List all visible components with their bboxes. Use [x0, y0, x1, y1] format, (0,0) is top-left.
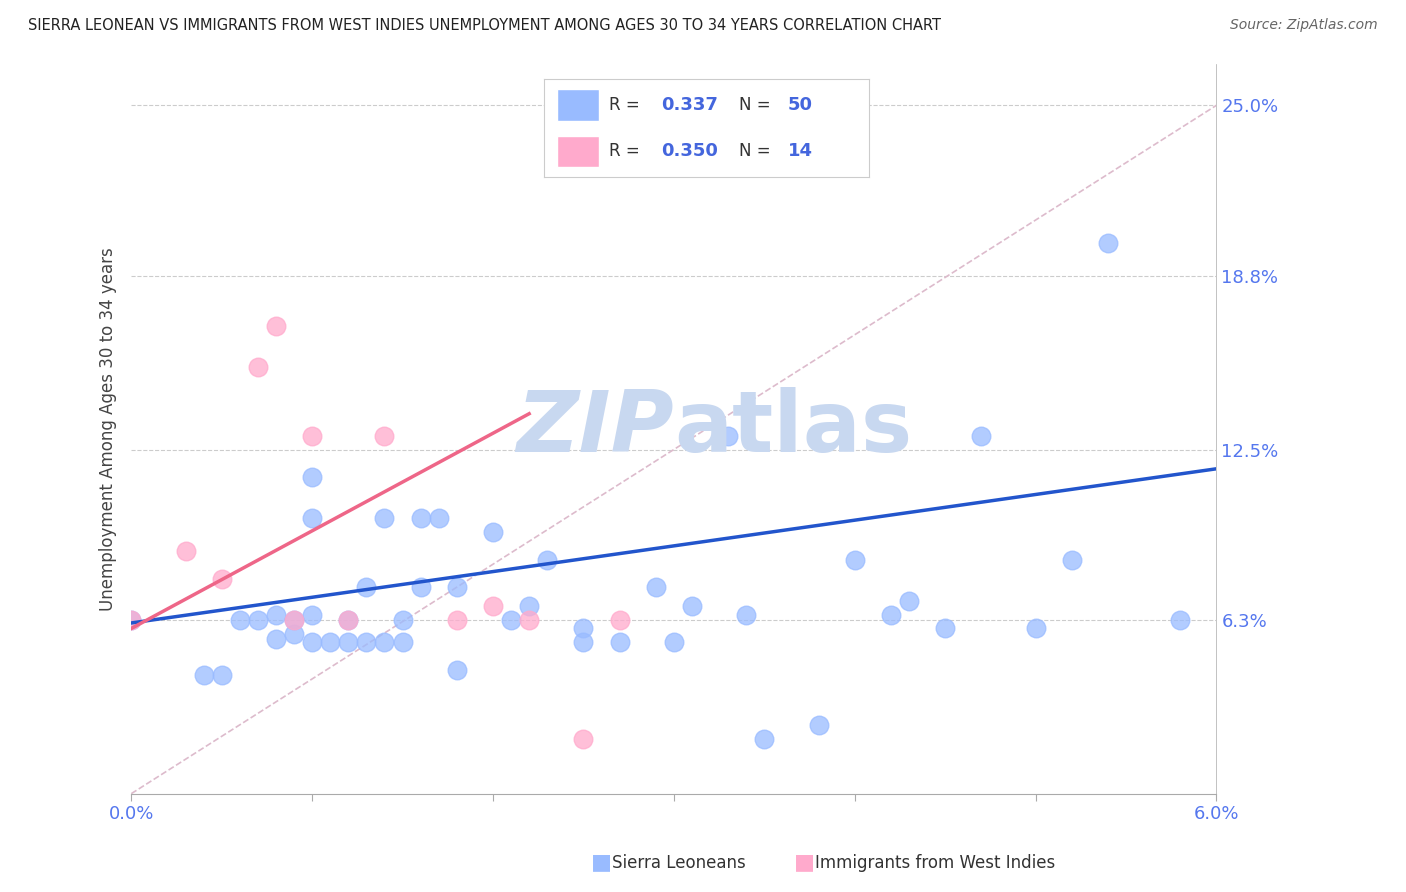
Point	[356, 580, 378, 594]
Point	[517, 613, 540, 627]
Point	[301, 429, 323, 443]
Point	[572, 731, 595, 746]
Text: ■: ■	[794, 853, 815, 872]
Text: atlas: atlas	[673, 387, 912, 470]
Point	[337, 613, 360, 627]
Point	[572, 635, 595, 649]
Point	[609, 613, 631, 627]
Point	[717, 429, 740, 443]
Text: ■: ■	[591, 853, 612, 872]
Point	[337, 613, 360, 627]
Point	[373, 429, 395, 443]
Point	[970, 429, 993, 443]
Point	[120, 613, 142, 627]
Point	[373, 511, 395, 525]
Point	[446, 580, 468, 594]
Point	[356, 635, 378, 649]
Point	[662, 635, 685, 649]
Point	[880, 607, 903, 622]
Point	[174, 544, 197, 558]
Point	[536, 552, 558, 566]
Point	[446, 663, 468, 677]
Point	[754, 731, 776, 746]
Point	[283, 613, 305, 627]
Point	[1097, 235, 1119, 250]
Point	[844, 552, 866, 566]
Point	[337, 635, 360, 649]
Point	[211, 668, 233, 682]
Point	[283, 627, 305, 641]
Point	[934, 622, 956, 636]
Point	[391, 613, 413, 627]
Point	[644, 580, 666, 594]
Text: Sierra Leoneans: Sierra Leoneans	[612, 855, 745, 872]
Point	[193, 668, 215, 682]
Point	[499, 613, 522, 627]
Point	[264, 607, 287, 622]
Point	[301, 635, 323, 649]
Point	[609, 635, 631, 649]
Point	[1025, 622, 1047, 636]
Y-axis label: Unemployment Among Ages 30 to 34 years: Unemployment Among Ages 30 to 34 years	[100, 247, 117, 611]
Point	[681, 599, 703, 614]
Point	[301, 511, 323, 525]
Point	[446, 613, 468, 627]
Point	[246, 613, 269, 627]
Point	[807, 718, 830, 732]
Text: Source: ZipAtlas.com: Source: ZipAtlas.com	[1230, 18, 1378, 32]
Point	[427, 511, 450, 525]
Point	[283, 613, 305, 627]
Point	[482, 599, 505, 614]
Point	[897, 594, 920, 608]
Point	[735, 607, 758, 622]
Point	[1060, 552, 1083, 566]
Point	[264, 632, 287, 647]
Point	[246, 359, 269, 374]
Point	[482, 525, 505, 540]
Point	[229, 613, 252, 627]
Point	[211, 572, 233, 586]
Point	[319, 635, 342, 649]
Point	[409, 580, 432, 594]
Point	[572, 622, 595, 636]
Point	[301, 607, 323, 622]
Point	[391, 635, 413, 649]
Text: SIERRA LEONEAN VS IMMIGRANTS FROM WEST INDIES UNEMPLOYMENT AMONG AGES 30 TO 34 Y: SIERRA LEONEAN VS IMMIGRANTS FROM WEST I…	[28, 18, 941, 33]
Point	[264, 318, 287, 333]
Text: ZIP: ZIP	[516, 387, 673, 470]
Point	[120, 613, 142, 627]
Point	[409, 511, 432, 525]
Point	[373, 635, 395, 649]
Point	[1168, 613, 1191, 627]
Text: Immigrants from West Indies: Immigrants from West Indies	[815, 855, 1056, 872]
Point	[517, 599, 540, 614]
Point	[301, 470, 323, 484]
